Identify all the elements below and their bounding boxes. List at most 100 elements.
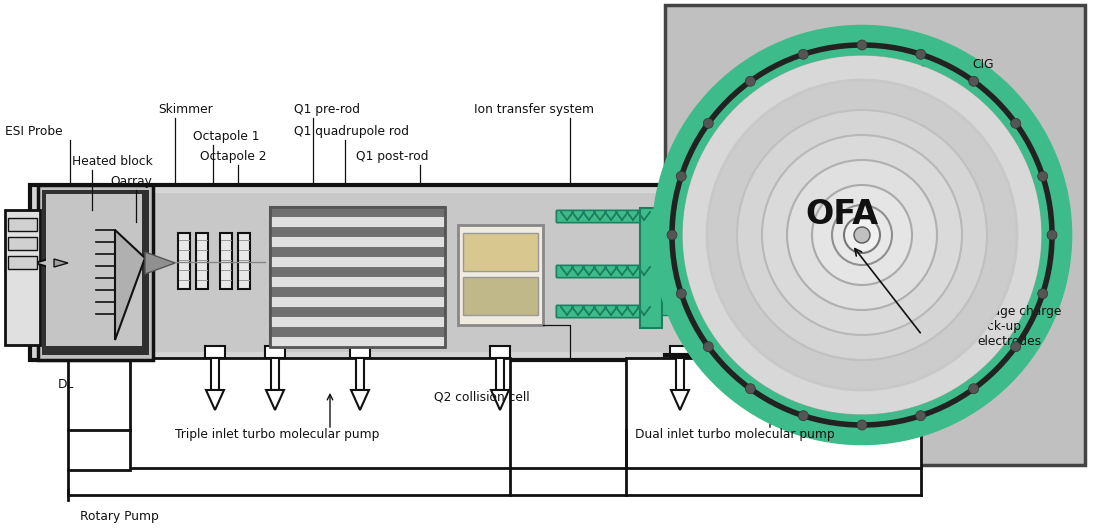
- Circle shape: [1011, 342, 1020, 352]
- Bar: [270, 207, 445, 347]
- Bar: [46, 194, 142, 346]
- Bar: [265, 346, 285, 358]
- Text: Ion transfer system: Ion transfer system: [473, 103, 594, 116]
- Bar: [270, 207, 445, 347]
- Bar: [496, 358, 503, 390]
- Bar: [556, 305, 651, 317]
- Polygon shape: [206, 390, 224, 410]
- Circle shape: [857, 420, 867, 430]
- Bar: [490, 346, 510, 358]
- Circle shape: [704, 342, 713, 352]
- Bar: [660, 290, 740, 315]
- Text: Q1 pre-rod: Q1 pre-rod: [294, 103, 359, 116]
- Circle shape: [1038, 289, 1048, 299]
- Text: Octapole 2: Octapole 2: [199, 150, 266, 163]
- Bar: [556, 210, 651, 222]
- Bar: [270, 317, 445, 327]
- Circle shape: [707, 80, 1017, 390]
- Circle shape: [916, 49, 926, 59]
- Circle shape: [854, 227, 870, 243]
- Bar: [205, 346, 225, 358]
- Text: Image charge
pick-up
electrodes: Image charge pick-up electrodes: [977, 305, 1061, 348]
- Circle shape: [682, 55, 1042, 415]
- Bar: [463, 233, 538, 271]
- Bar: [676, 358, 684, 390]
- Bar: [8, 237, 37, 250]
- Polygon shape: [351, 390, 369, 410]
- Bar: [745, 346, 765, 358]
- Bar: [556, 265, 651, 277]
- Text: Heated block: Heated block: [72, 155, 152, 168]
- Bar: [556, 305, 651, 317]
- Text: Q2 collision cell: Q2 collision cell: [434, 390, 529, 403]
- Circle shape: [737, 110, 987, 360]
- Bar: [665, 5, 1085, 465]
- Bar: [640, 208, 662, 328]
- Circle shape: [676, 171, 686, 181]
- Text: ESI Probe: ESI Probe: [5, 125, 62, 138]
- Bar: [270, 277, 445, 287]
- Circle shape: [812, 185, 912, 285]
- Bar: [196, 233, 208, 289]
- Bar: [270, 267, 445, 277]
- Polygon shape: [491, 390, 509, 410]
- Bar: [660, 238, 740, 263]
- Text: OFA: OFA: [806, 199, 879, 232]
- Polygon shape: [266, 390, 284, 410]
- Circle shape: [762, 135, 962, 335]
- Bar: [270, 297, 445, 307]
- Bar: [8, 256, 37, 269]
- Bar: [556, 305, 651, 317]
- Bar: [238, 233, 250, 289]
- Circle shape: [798, 49, 808, 59]
- Circle shape: [832, 205, 892, 265]
- Bar: [130, 358, 510, 468]
- Circle shape: [667, 230, 677, 240]
- Bar: [270, 327, 445, 337]
- Bar: [556, 210, 651, 222]
- Text: Dual inlet turbo molecular pump: Dual inlet turbo molecular pump: [635, 428, 835, 441]
- Bar: [212, 358, 218, 390]
- Circle shape: [676, 289, 686, 299]
- Bar: [752, 358, 758, 390]
- Bar: [458, 225, 543, 325]
- Text: Octapole 1: Octapole 1: [193, 130, 260, 143]
- Bar: [270, 227, 445, 237]
- Circle shape: [745, 76, 755, 86]
- Bar: [178, 233, 190, 289]
- Bar: [270, 217, 445, 227]
- Bar: [350, 346, 370, 358]
- Bar: [270, 257, 445, 267]
- Polygon shape: [38, 257, 62, 269]
- Polygon shape: [115, 230, 145, 340]
- Text: Q1 quadrupole rod: Q1 quadrupole rod: [294, 125, 409, 138]
- Circle shape: [1038, 171, 1048, 181]
- Bar: [272, 358, 278, 390]
- Circle shape: [704, 118, 713, 128]
- Circle shape: [916, 411, 926, 421]
- Circle shape: [787, 160, 937, 310]
- Text: Qarray: Qarray: [110, 175, 152, 188]
- Bar: [670, 346, 690, 358]
- Bar: [38, 185, 153, 360]
- Circle shape: [1047, 230, 1057, 240]
- Polygon shape: [145, 252, 175, 274]
- Text: CIG: CIG: [972, 58, 993, 72]
- Bar: [270, 307, 445, 317]
- Circle shape: [798, 411, 808, 421]
- Circle shape: [745, 384, 755, 394]
- Bar: [556, 210, 651, 222]
- Bar: [556, 265, 651, 277]
- Text: Skimmer: Skimmer: [158, 103, 213, 116]
- Bar: [626, 358, 921, 468]
- Polygon shape: [746, 390, 764, 410]
- Bar: [38, 193, 682, 352]
- Text: DL: DL: [58, 378, 75, 391]
- Bar: [30, 185, 690, 360]
- Text: Triple inlet turbo molecular pump: Triple inlet turbo molecular pump: [175, 428, 379, 441]
- Text: Rotary Pump: Rotary Pump: [80, 510, 159, 523]
- Bar: [270, 247, 445, 257]
- Text: Q1 post-rod: Q1 post-rod: [356, 150, 429, 163]
- Bar: [8, 218, 37, 231]
- Bar: [270, 207, 445, 217]
